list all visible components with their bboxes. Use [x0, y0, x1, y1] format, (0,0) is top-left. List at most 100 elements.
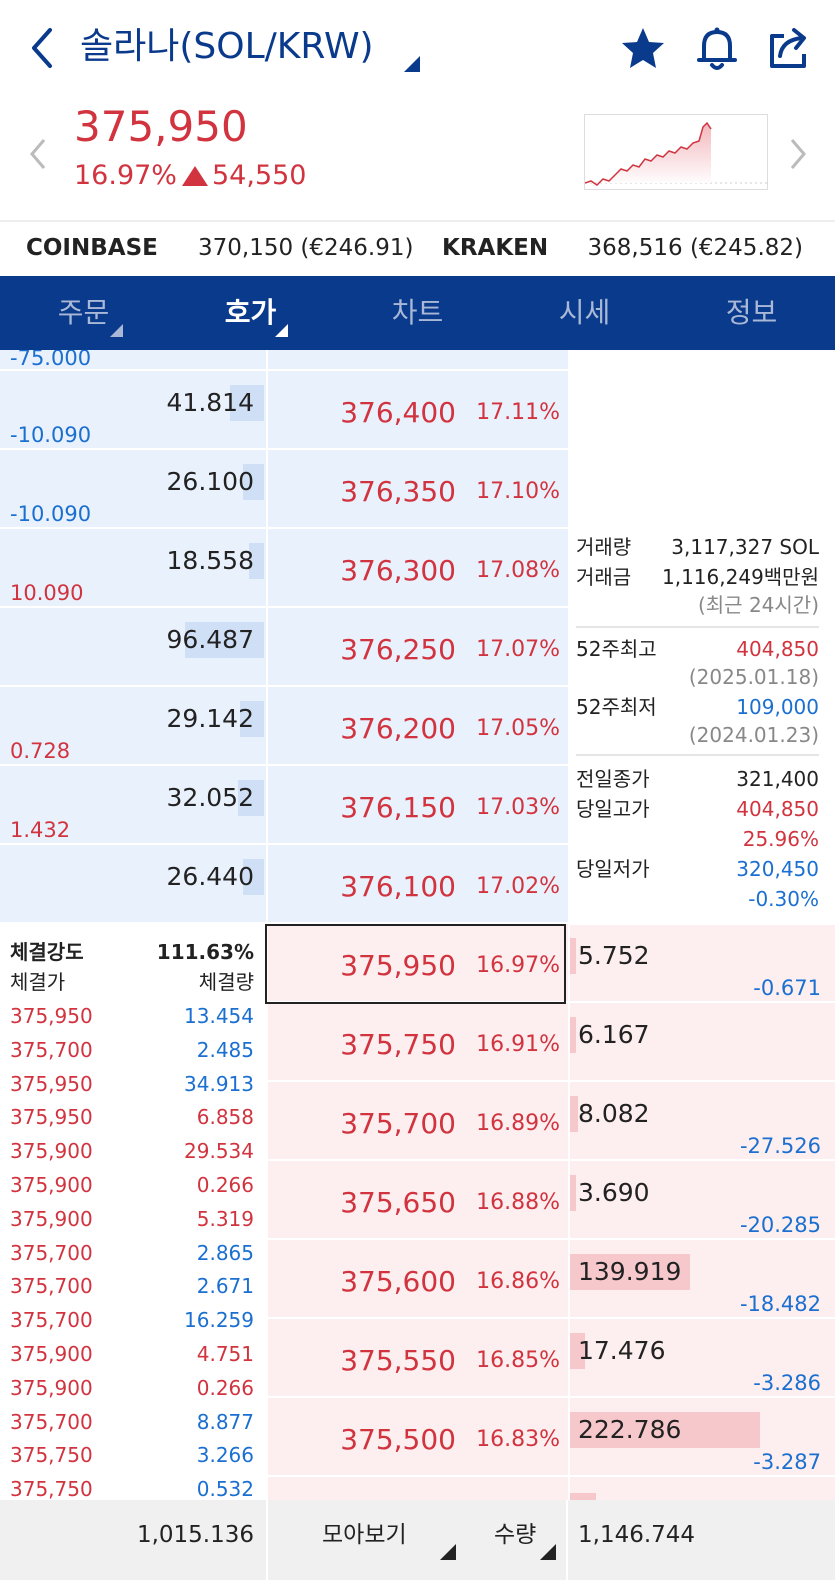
share-icon[interactable]	[764, 24, 814, 74]
prev-arrow-icon[interactable]	[26, 134, 50, 174]
tab-info[interactable]: 정보	[668, 276, 835, 350]
qty-mode-caret-icon[interactable]	[540, 1544, 556, 1560]
bid-price: 375,650	[340, 1186, 456, 1219]
bid-qty-bar	[570, 1096, 578, 1132]
bid-price-cell[interactable]: 375,600 16.86%	[268, 1240, 568, 1319]
tab-label: 주문	[57, 296, 110, 329]
tab-chart[interactable]: 차트	[334, 276, 501, 350]
qty-mode-button[interactable]: 수량	[494, 1522, 537, 1548]
exchange-name-kraken: KRAKEN	[442, 235, 549, 261]
view-mode-caret-icon[interactable]	[440, 1544, 456, 1560]
trade-qty: 0.532	[196, 1477, 254, 1500]
ask-qty: 26.440	[166, 862, 254, 891]
trade-row: 375,900 5.319	[10, 1202, 254, 1236]
tab-label: 시세	[558, 296, 611, 329]
ask-pct: 17.05%	[476, 716, 560, 741]
bid-price-cell[interactable]: 375,500 16.83%	[268, 1398, 568, 1477]
ask-price-cell[interactable]: 376,100 17.02%	[268, 845, 568, 924]
star-icon[interactable]	[618, 24, 668, 74]
ask-qty-bar	[229, 385, 264, 421]
bid-pct: 16.83%	[476, 1427, 560, 1452]
low52-value: 109,000	[736, 695, 819, 719]
bid-qty-cell: 17.476 -3.286	[570, 1319, 835, 1398]
high52-value: 404,850	[736, 637, 819, 661]
footer-bar: 1,015.136 모아보기 수량 1,146.744	[0, 1500, 835, 1580]
ask-price-cell[interactable]: 376,300 17.08%	[268, 529, 568, 608]
back-icon[interactable]	[26, 26, 60, 70]
ask-price-cell[interactable]: 376,350 17.10%	[268, 450, 568, 529]
ask-price-cell[interactable]: 376,200 17.05%	[268, 687, 568, 766]
trade-price: 375,700	[10, 1274, 93, 1299]
amount-label: 거래금	[576, 565, 632, 589]
bid-price-cell[interactable]: 375,700 16.89%	[268, 1082, 568, 1161]
ask-price: 376,250	[340, 633, 456, 666]
bid-price: 375,600	[340, 1265, 456, 1298]
ask-qty-cell: -75.000	[0, 350, 266, 371]
bid-pct: 16.91%	[476, 1032, 560, 1057]
trade-row: 375,750 0.532	[10, 1472, 254, 1500]
ask-qty: 96.487	[166, 625, 254, 654]
mini-price-chart[interactable]	[584, 114, 768, 190]
tab-market-price[interactable]: 시세	[501, 276, 668, 350]
day-low-pct-row: -0.30%	[576, 884, 819, 914]
trade-price: 375,700	[10, 1409, 93, 1434]
trade-price: 375,700	[10, 1240, 93, 1265]
volume-label: 거래량	[576, 535, 632, 559]
title-dropdown-caret-icon[interactable]	[404, 56, 420, 72]
trade-row: 375,700 2.865	[10, 1236, 254, 1270]
bid-price-cell[interactable]: 375,750 16.91%	[268, 1003, 568, 1082]
ask-price: 376,350	[340, 475, 456, 508]
bid-qty-bar	[570, 1175, 576, 1211]
trade-qty: 3.266	[196, 1443, 254, 1468]
exchange-prices: COINBASE 370,150 (€246.91) KRAKEN 368,51…	[0, 220, 835, 276]
bid-price-cell[interactable]: 375,950 16.97%	[268, 924, 568, 1003]
ask-qty-bar	[184, 622, 264, 658]
tab-caret-icon	[275, 324, 288, 337]
bid-price-cell[interactable]: 375,550 16.85%	[268, 1319, 568, 1398]
bid-qty: 3.690	[578, 1178, 650, 1207]
prev-close-value: 321,400	[736, 767, 819, 791]
trade-row: 375,950 13.454	[10, 999, 254, 1033]
ask-qty-bar	[242, 464, 264, 500]
ask-qty-cell: 41.814 -10.090	[0, 371, 266, 450]
trade-row: 375,700 8.877	[10, 1405, 254, 1439]
ask-qty-bar	[242, 859, 264, 895]
ask-price-cell[interactable]	[268, 350, 568, 371]
bid-qty-cell	[570, 1477, 835, 1500]
ask-qty-cell: 18.558 10.090	[0, 529, 266, 608]
bid-qty-cell: 5.752 -0.671	[570, 924, 835, 1003]
tab-orderbook[interactable]: 호가	[167, 276, 334, 350]
ask-price-cell[interactable]: 376,250 17.07%	[268, 608, 568, 687]
trade-qty: 2.671	[196, 1274, 254, 1299]
trade-row: 375,900 29.534	[10, 1134, 254, 1168]
ask-total: 1,015.136	[136, 1522, 254, 1548]
ask-pct: 17.08%	[476, 558, 560, 583]
bid-price-cell[interactable]	[268, 1477, 568, 1500]
view-mode-button[interactable]: 모아보기	[322, 1522, 407, 1548]
bell-icon[interactable]	[692, 24, 742, 74]
ask-qty-bar	[240, 701, 264, 737]
tab-order[interactable]: 주문	[0, 276, 167, 350]
ask-qty: 29.142	[166, 704, 254, 733]
tab-bar: 주문 호가 차트 시세 정보	[0, 276, 835, 350]
market-info-panel: 거래량 3,117,327 SOL 거래금 1,116,249백만원 (최근 24시…	[570, 350, 835, 925]
bid-qty-change: -3.287	[753, 1450, 821, 1474]
page-title[interactable]: 솔라나(SOL/KRW)	[80, 26, 374, 67]
tab-label: 차트	[391, 296, 444, 329]
ask-price-cell[interactable]: 376,400 17.11%	[268, 371, 568, 450]
prev-close-label: 전일종가	[576, 767, 650, 791]
strength-value: 111.63%	[156, 940, 254, 964]
ask-qty-cell: 26.440	[0, 845, 266, 924]
strength-label: 체결강도	[10, 940, 84, 964]
trade-price: 375,950	[10, 1071, 93, 1096]
trade-price: 375,900	[10, 1173, 93, 1197]
prev-close-row: 전일종가 321,400	[576, 764, 819, 794]
day-low-value: 320,450	[736, 857, 819, 881]
trade-qty: 2.865	[196, 1240, 254, 1265]
ask-price-cell[interactable]: 376,150 17.03%	[268, 766, 568, 845]
bid-qty-change: -3.286	[753, 1371, 821, 1395]
trade-row: 375,750 3.266	[10, 1438, 254, 1472]
trade-price: 375,950	[10, 1004, 93, 1028]
next-arrow-icon[interactable]	[786, 134, 810, 174]
bid-price-cell[interactable]: 375,650 16.88%	[268, 1161, 568, 1240]
